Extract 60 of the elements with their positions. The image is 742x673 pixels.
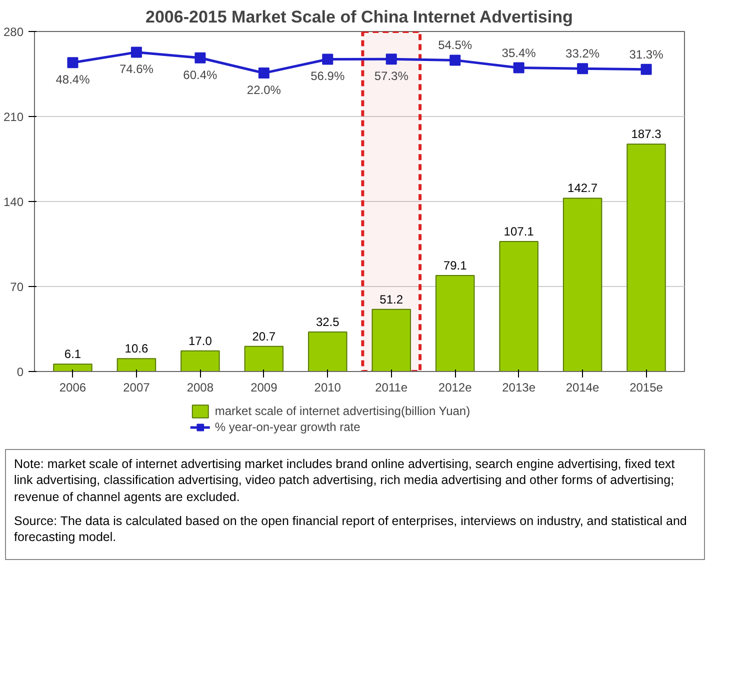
data-label: 107.1 (504, 224, 534, 238)
data-label: 74.6% (119, 62, 154, 76)
data-label: 33.2% (566, 46, 600, 61)
data-label: 187.3 (631, 127, 662, 142)
data-label: 32.5 (316, 315, 340, 330)
point (322, 54, 334, 65)
data-label: 57.3% (374, 69, 409, 84)
x-tick-label: 2013e (502, 380, 536, 394)
point (640, 64, 652, 75)
x-tick-label: 2008 (186, 380, 214, 394)
data-label: 51.2 (380, 292, 404, 306)
bar (244, 346, 284, 372)
x-tick-label: 2012e (438, 380, 472, 394)
point (577, 63, 588, 74)
bar (562, 198, 602, 372)
y-tick-label: 280 (3, 25, 24, 39)
point (130, 46, 142, 58)
y-tick-label: 140 (3, 195, 24, 209)
x-tick-label: 2015e (630, 380, 664, 394)
data-label: 31.3% (629, 47, 664, 62)
source-note: Source: The data is calculated based on the open financial report of enterprises, interviews on industry, and statistical and forecasting model. (14, 512, 688, 546)
bar (308, 332, 348, 372)
data-label: 54.5% (438, 38, 472, 52)
point (194, 52, 206, 64)
point (450, 54, 461, 66)
x-tick-label: 2007 (123, 380, 150, 394)
data-label: 20.7 (252, 329, 276, 344)
x-tick-label: 2009 (250, 380, 278, 394)
point (258, 68, 270, 79)
data-label: 10.6 (124, 342, 148, 356)
legend-label: % year-on-year growth rate (214, 419, 360, 435)
bar (180, 350, 220, 372)
x-tick-label: 2006 (59, 380, 86, 394)
point (67, 57, 78, 68)
y-tick-label: 0 (16, 365, 24, 379)
bar (116, 358, 156, 372)
bar (435, 274, 475, 372)
data-label: 142.7 (568, 181, 598, 196)
data-label: 35.4% (502, 46, 536, 60)
x-tick-label: 2010 (314, 380, 342, 394)
legend-label: market scale of internet advertising(billion Yuan) (214, 403, 470, 419)
point (386, 54, 397, 65)
data-label: 48.4% (56, 72, 90, 87)
text: Note: market scale of internet advertising market includes brand online advertising, search engine advertising, fixed text link advertising, classification advertising, video patch advertising, rich media advertising and other forms of advertising; revenue of channel agents are excluded. (14, 456, 676, 505)
point (513, 62, 524, 74)
y-tick-label: 70 (10, 280, 24, 294)
x-tick-label: 2014e (566, 380, 600, 394)
x-tick-label: 2011e (375, 380, 408, 394)
data-label: 22.0% (246, 83, 282, 98)
bar (372, 308, 411, 372)
data-label: 56.9% (310, 69, 345, 84)
y-tick-label: 210 (3, 110, 24, 124)
chart-title: 2006-2015 Market Scale of China Internet Advertising (146, 8, 573, 26)
data-label: 6.1 (64, 347, 82, 362)
bar (53, 364, 92, 372)
data-label: 79.1 (443, 258, 468, 272)
data-label: 17.0 (188, 334, 212, 348)
bar (499, 240, 538, 372)
bar (626, 144, 666, 372)
data-label: 60.4% (183, 68, 218, 82)
